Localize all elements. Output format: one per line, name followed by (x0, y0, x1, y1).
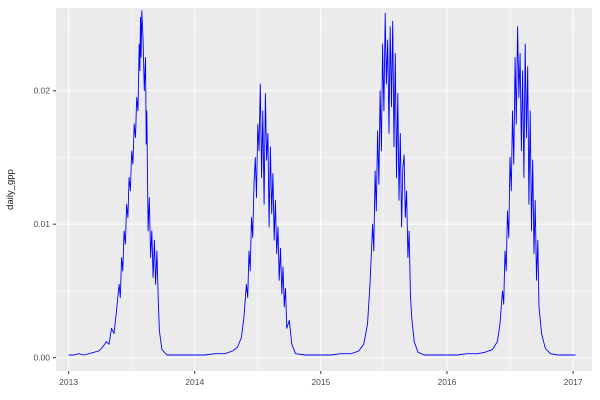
x-tick-label: 2017 (564, 377, 583, 387)
y-axis-title: daily_gpp (5, 169, 16, 210)
x-tick-label: 2013 (59, 377, 78, 387)
daily-gpp-line (68, 10, 576, 356)
y-tick-label: 0.00 (33, 353, 50, 363)
x-tick-label: 2016 (438, 377, 457, 387)
x-tick-label: 2015 (311, 377, 330, 387)
y-tick-label: 0.02 (33, 86, 50, 96)
y-tick-label: 0.01 (33, 219, 50, 229)
x-tick-label: 2014 (185, 377, 204, 387)
